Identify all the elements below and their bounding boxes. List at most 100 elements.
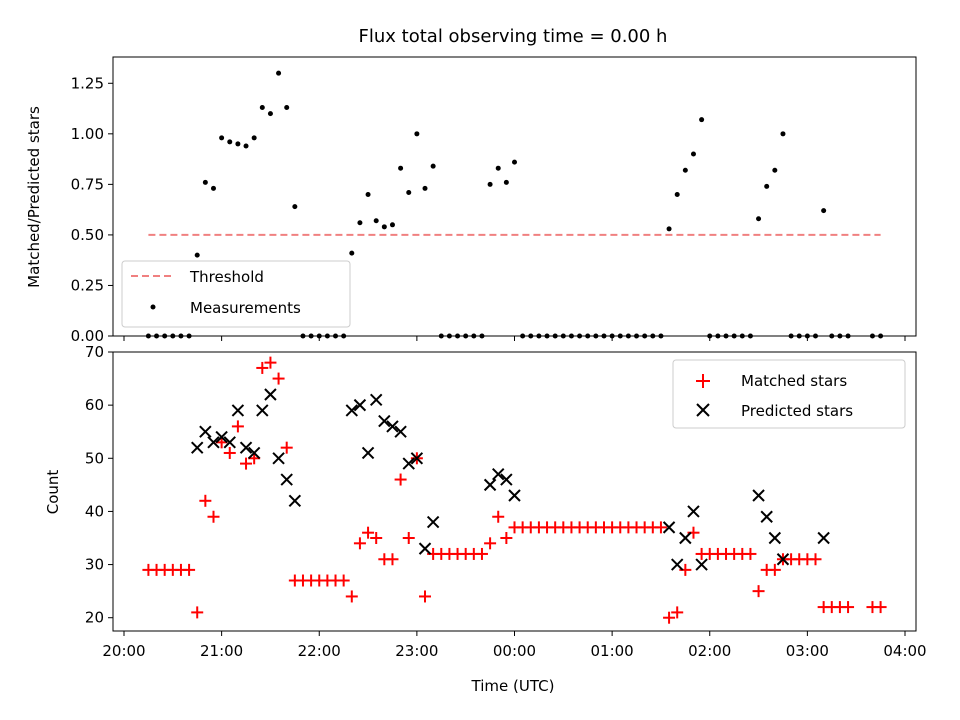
count-y-tick-label: 20 (85, 609, 104, 627)
count-ticks: 20 30 40 50 60 70 20:00 21:00 22:00 23:00 00:00 01:… (85, 343, 927, 660)
matched-star-point (654, 521, 667, 534)
matched-star-point (492, 510, 505, 523)
predicted-star-point (402, 457, 415, 470)
predicted-star-point (215, 430, 228, 444)
count-legend: Matched stars Predicted stars (672, 359, 906, 429)
x-axis-label: Time (UTC) (471, 677, 555, 695)
predicted-star-point (679, 531, 692, 545)
measurement-point (690, 151, 696, 157)
measurement-point (349, 250, 355, 256)
matched-star-point (874, 601, 887, 614)
ratio-y-tick-label: 0.75 (71, 175, 104, 193)
count-y-tick-label: 40 (85, 502, 104, 520)
measurement-point (422, 185, 428, 191)
predicted-star-point (662, 521, 676, 534)
matched-star-point (671, 606, 684, 619)
ratio-panel: Flux total observing time = 0.00 h 0.00 0… (25, 26, 917, 345)
measurement-point (357, 220, 363, 226)
matched-legend-label: Matched stars (741, 372, 847, 390)
ratio-y-tick-label: 1.25 (71, 74, 104, 92)
predicted-star-point (239, 441, 253, 454)
measurement-point (503, 179, 509, 185)
matched-star-point (272, 372, 285, 385)
count-y-tick-label: 30 (85, 556, 104, 574)
measurement-point (202, 179, 208, 185)
predicted-star-point (345, 404, 358, 417)
count-x-tick-label: 23:00 (395, 642, 438, 660)
count-x-tick-label: 04:00 (883, 642, 926, 660)
predicted-star-point (492, 468, 505, 481)
predicted-star-point (695, 558, 708, 571)
count-x-tick-label: 02:00 (688, 642, 731, 660)
measurement-point (666, 226, 672, 232)
ratio-y-axis-label: Matched/Predicted stars (25, 106, 43, 288)
predicted-legend-swatch (696, 403, 710, 417)
matched-star-point (231, 420, 244, 433)
count-x-tick-label: 01:00 (591, 642, 634, 660)
predicted-star-point (191, 441, 204, 454)
predicted-star-point (760, 510, 773, 523)
predicted-star-point (223, 436, 236, 449)
matched-star-point (207, 510, 220, 523)
measurement-point (219, 135, 225, 141)
predicted-star-point (394, 425, 407, 438)
matched-star-point (337, 574, 350, 587)
matched-star-point (419, 590, 432, 603)
matched-star-point (353, 537, 366, 550)
predicted-star-point (361, 446, 375, 460)
predicted-star-point (483, 478, 497, 492)
measurement-point (487, 181, 493, 187)
matched-star-point (752, 585, 765, 598)
count-x-tick-label: 00:00 (493, 642, 536, 660)
predicted-star-point (671, 558, 684, 571)
measurement-point (406, 189, 412, 195)
count-y-tick-label: 50 (85, 449, 104, 467)
ratio-y-tick-label: 0.25 (71, 276, 104, 294)
measurement-point (682, 167, 688, 173)
matched-star-point (402, 532, 415, 544)
matched-star-point (500, 532, 513, 544)
measurements-legend-label: Measurements (190, 299, 301, 317)
matched-star-point (240, 457, 253, 470)
count-panel: 20 30 40 50 60 70 20:00 21:00 22:00 23:00 00:00 01:… (44, 343, 927, 695)
measurement-point (243, 143, 249, 149)
predicted-star-point (272, 452, 285, 465)
matched-star-point (386, 553, 399, 566)
predicted-star-point (247, 446, 261, 460)
matched-star-point (475, 547, 488, 560)
predicted-star-point (426, 515, 440, 529)
ratio-y-tick-label: 1.00 (71, 125, 104, 143)
count-axes-frame (112, 351, 917, 632)
predicted-legend-label: Predicted stars (741, 402, 853, 420)
matched-legend-swatch (696, 374, 710, 388)
count-y-tick-label: 70 (85, 343, 104, 361)
predicted-star-point (264, 388, 277, 401)
predicted-star-point (817, 531, 830, 545)
predicted-star-point (199, 425, 212, 438)
measurement-point (772, 167, 778, 173)
matched-star-point (183, 563, 196, 576)
measurement-point (373, 218, 379, 224)
threshold-legend-label: Threshold (189, 268, 264, 286)
matched-star-point (362, 526, 375, 539)
predicted-star-point (687, 505, 700, 518)
measurement-point (389, 222, 395, 228)
matched-star-point (256, 361, 269, 374)
measurement-point (210, 185, 216, 191)
matched-star-point (484, 537, 497, 550)
matched-star-point (223, 446, 236, 459)
count-x-tick-label: 22:00 (298, 642, 341, 660)
count-x-tick-label: 03:00 (786, 642, 829, 660)
measurement-point (276, 70, 282, 76)
ratio-y-tick-label: 0.50 (71, 226, 104, 244)
ratio-legend-box (121, 260, 351, 328)
matched-star-point (744, 547, 757, 560)
matched-star-point (345, 590, 358, 603)
matched-star-point (809, 553, 822, 566)
count-marks (142, 356, 887, 624)
count-y-tick-label: 60 (85, 396, 104, 414)
measurement-point (251, 135, 257, 141)
measurement-point (235, 141, 241, 147)
matched-star-point (768, 563, 781, 576)
